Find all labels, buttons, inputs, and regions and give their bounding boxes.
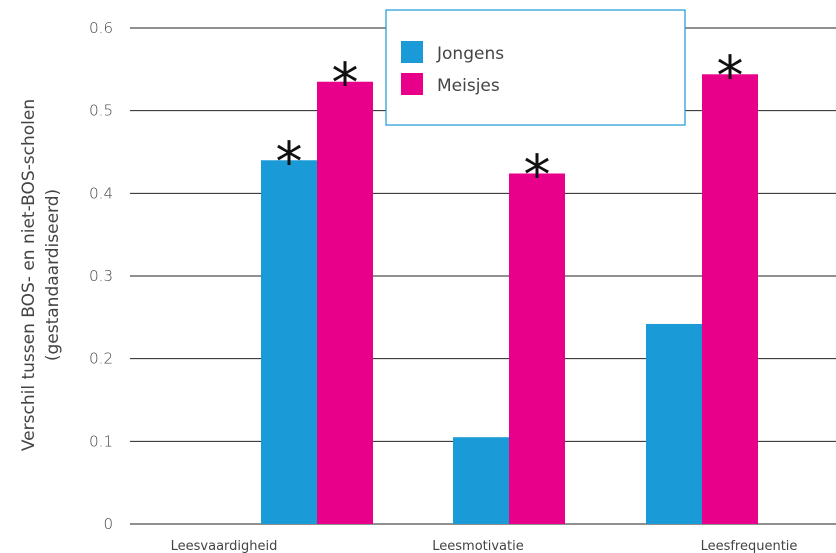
legend: Jongens Meisjes xyxy=(385,9,686,126)
significance-asterisk: * xyxy=(717,44,744,107)
y-tick-label: 0.3 xyxy=(89,267,113,285)
bar-meisjes-leesfrequentie xyxy=(702,74,758,524)
x-axis-categories: Leesvaardigheid Leesmotivatie Leesfrequent… xyxy=(171,539,798,553)
y-axis-ticks: 0 0.1 0.2 0.3 0.4 0.5 0.6 xyxy=(89,19,113,533)
bar-jongens-leesvaardigheid xyxy=(261,160,317,524)
legend-box xyxy=(385,9,686,126)
legend-swatch-meisjes xyxy=(401,73,423,95)
bar-jongens-leesfrequentie xyxy=(646,323,702,524)
legend-label-jongens: Jongens xyxy=(436,44,504,64)
x-category-label: Leesmotivatie xyxy=(432,539,523,553)
y-tick-label: 0.5 xyxy=(89,102,113,120)
bar-meisjes-leesvaardigheid xyxy=(317,81,373,524)
legend-swatch-jongens xyxy=(401,41,423,63)
legend-label-meisjes: Meisjes xyxy=(437,76,500,96)
y-tick-label: 0.2 xyxy=(89,350,113,368)
y-axis-label-line: (gestandaardiseerd) xyxy=(43,189,63,361)
y-axis-label-line: Verschil tussen BOS- en niet-BOS-scholen xyxy=(19,99,39,451)
significance-asterisk: * xyxy=(276,130,303,193)
y-tick-label: 0.1 xyxy=(89,432,113,450)
significance-asterisk: * xyxy=(332,52,359,115)
y-tick-label: 0.6 xyxy=(89,19,113,37)
bars xyxy=(261,74,758,524)
x-category-label: Leesfrequentie xyxy=(701,539,798,553)
bar-meisjes-leesmotivatie xyxy=(509,173,565,524)
y-axis-label: Verschil tussen BOS- en niet-BOS-scholen… xyxy=(19,99,63,451)
y-tick-label: 0 xyxy=(103,515,113,533)
bar-jongens-leesmotivatie xyxy=(453,437,509,524)
significance-markers: * * * * xyxy=(276,44,744,206)
x-category-label: Leesvaardigheid xyxy=(171,539,278,553)
y-tick-label: 0.4 xyxy=(89,184,113,202)
significance-asterisk: * xyxy=(524,143,551,206)
